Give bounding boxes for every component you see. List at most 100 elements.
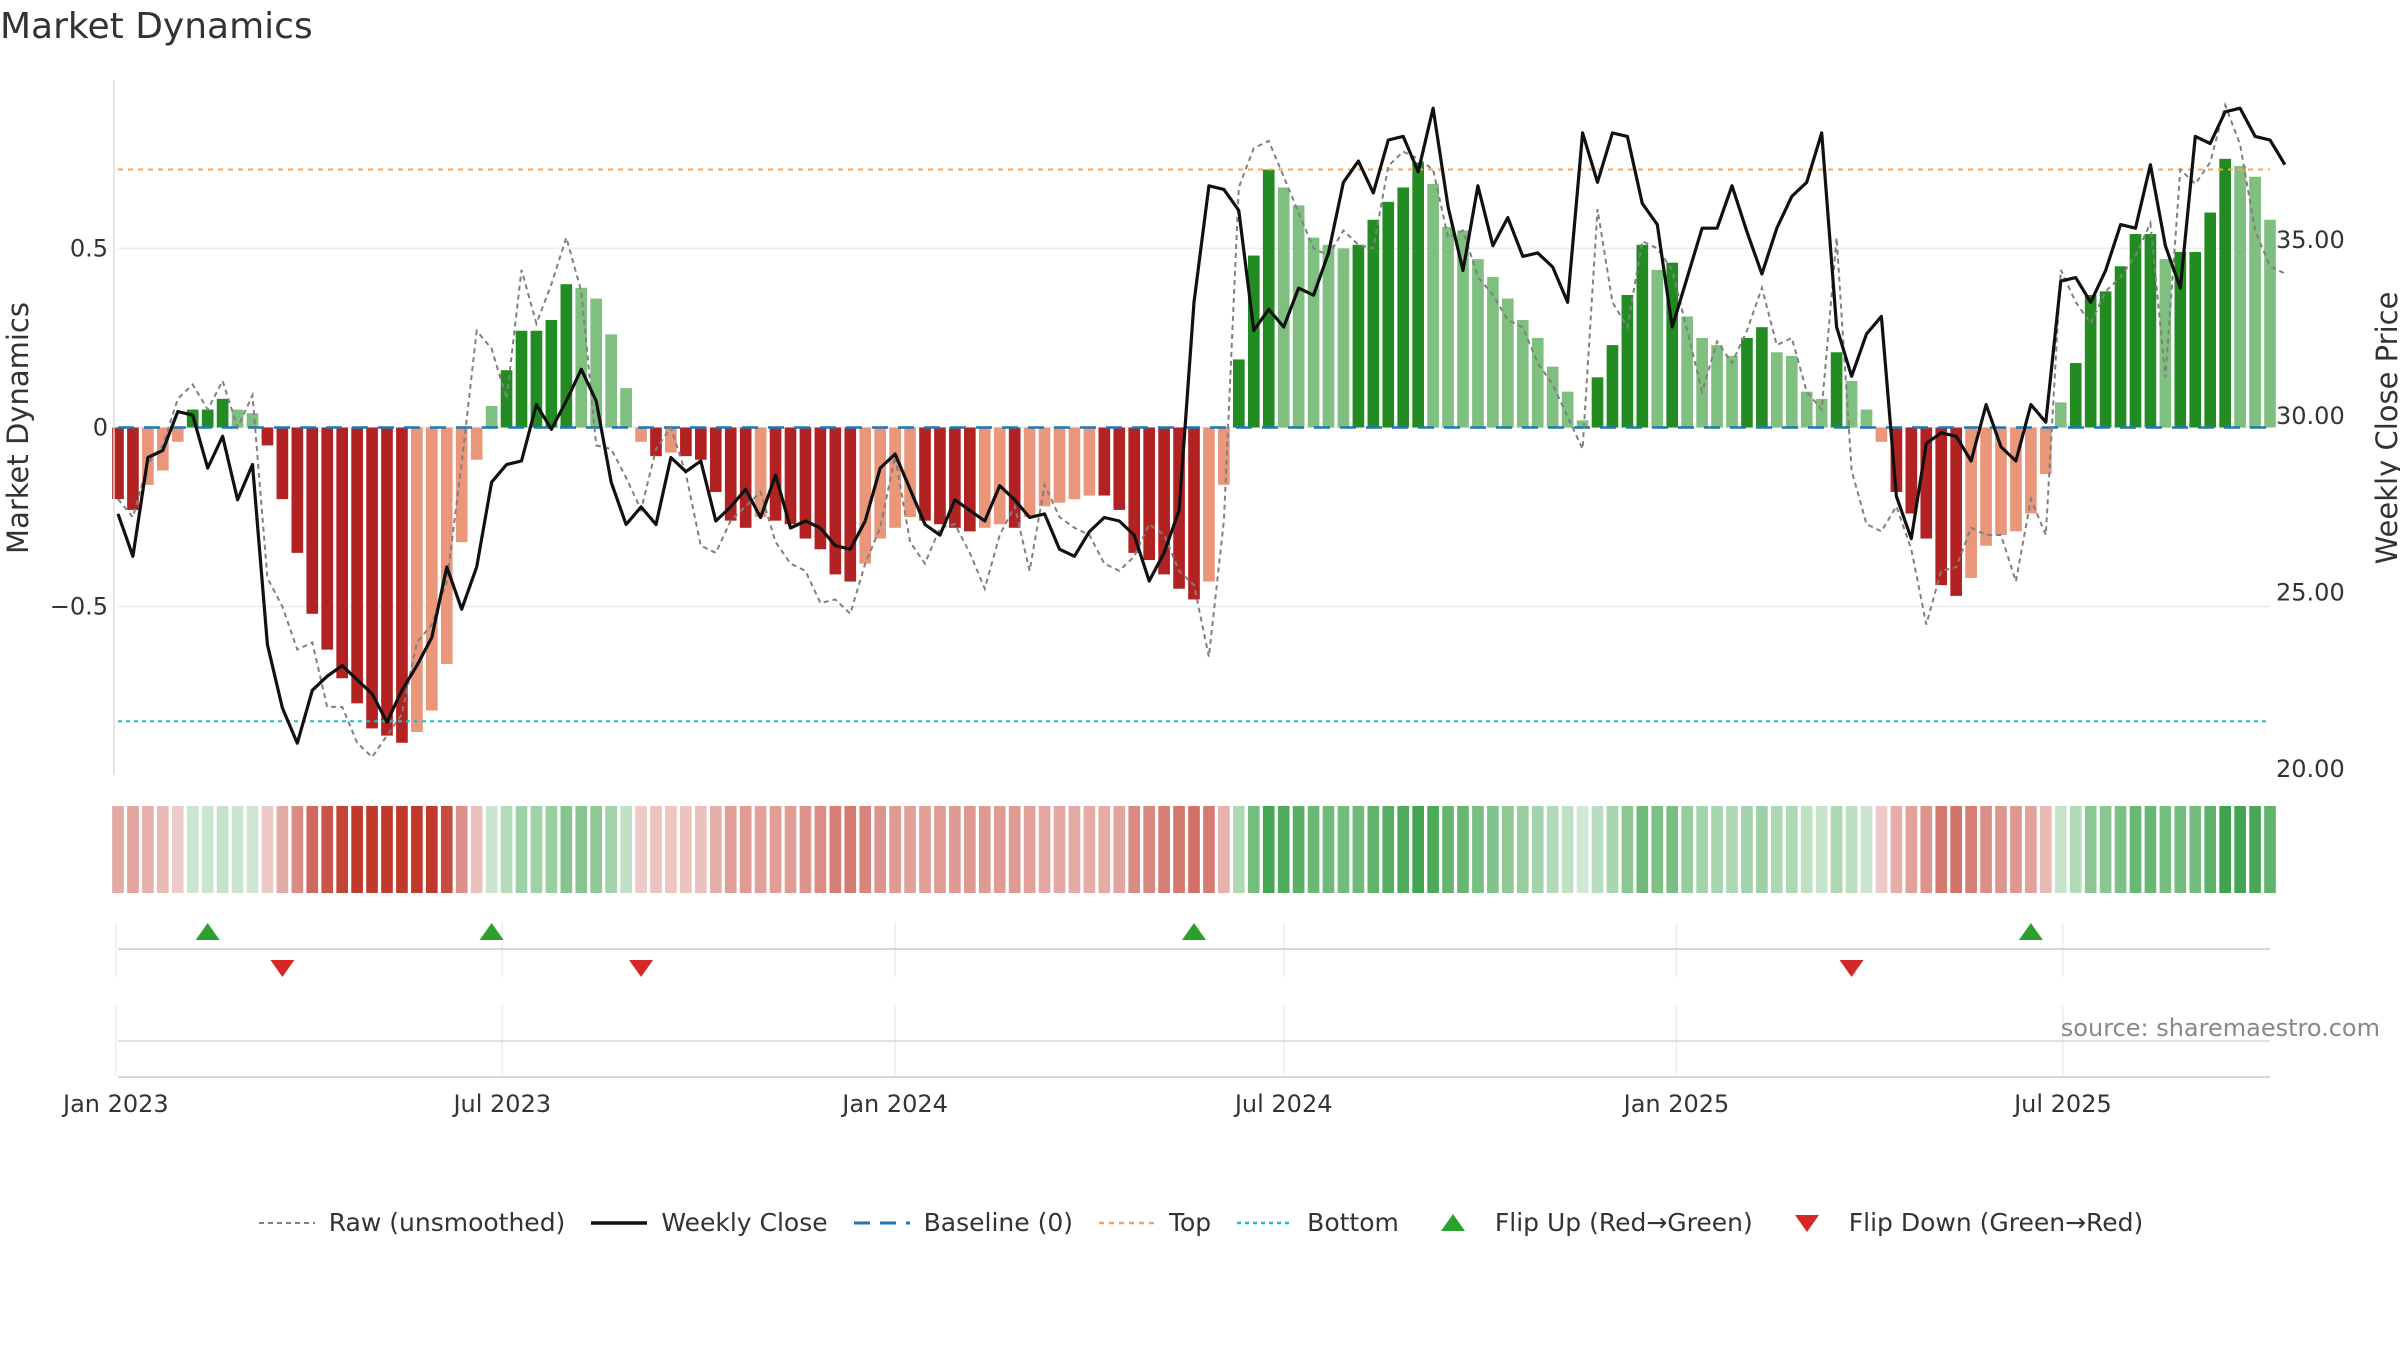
strip-cell <box>620 806 632 893</box>
strip-cell <box>1756 806 1768 893</box>
bar <box>844 427 857 582</box>
bar <box>1636 244 1649 428</box>
bar <box>1113 427 1126 510</box>
strip-cell <box>695 806 707 893</box>
source-note: source: sharemaestro.com <box>2060 1014 2380 1042</box>
bar <box>754 427 767 518</box>
legend-label: Raw (unsmoothed) <box>328 1208 566 1237</box>
bar <box>1935 427 1948 586</box>
bar <box>545 320 558 428</box>
strip-cell <box>1427 806 1439 893</box>
bar <box>2129 234 2142 428</box>
bar <box>635 427 647 442</box>
strip-cell <box>1830 806 1843 893</box>
strip-cell <box>665 806 677 893</box>
bar <box>934 427 946 525</box>
bar <box>874 427 886 539</box>
bar <box>859 427 872 564</box>
strip-cell <box>724 806 737 893</box>
bar <box>1741 337 1753 428</box>
strip-cell <box>366 806 378 893</box>
bar <box>276 427 289 500</box>
strip-cell <box>1860 806 1873 893</box>
bar <box>1083 427 1096 496</box>
bar <box>1905 427 1918 514</box>
bar <box>1023 427 1036 518</box>
bar <box>1292 205 1305 428</box>
x-tick-label: Jul 2023 <box>451 1090 551 1118</box>
strip-cell <box>2234 806 2246 893</box>
strip-cell <box>739 806 752 893</box>
bar <box>1860 409 1873 428</box>
strip-cell <box>1218 806 1230 893</box>
strip-cell <box>635 806 647 893</box>
legend-swatch <box>1237 1221 1294 1224</box>
strip-cell <box>381 806 393 893</box>
strip-cell <box>336 806 348 893</box>
strip-cell <box>291 806 304 893</box>
bar <box>321 427 334 650</box>
bar <box>2069 363 2082 428</box>
bar <box>1576 420 1589 428</box>
legend-swatch <box>1794 1214 1819 1232</box>
bar <box>1203 427 1215 582</box>
strip-cell <box>1128 806 1141 893</box>
raw-series-line <box>117 101 2286 759</box>
strip-cell <box>709 806 722 893</box>
bar <box>949 427 961 528</box>
flip-down-marker <box>1839 960 1864 977</box>
strip-cell <box>829 806 842 893</box>
chart-title: Market Dynamics <box>0 6 313 47</box>
strip-cell <box>127 806 139 893</box>
flip-up-marker <box>195 923 220 940</box>
bar <box>2084 294 2097 428</box>
strip-cell <box>560 806 573 893</box>
strip-cell <box>1905 806 1918 893</box>
flip-up-marker <box>479 923 504 940</box>
bar <box>1188 427 1200 600</box>
bar <box>1845 380 1858 428</box>
strip-cell <box>904 806 916 893</box>
strip-cell <box>1068 806 1081 893</box>
strip-cell <box>1008 806 1021 893</box>
bar <box>1068 427 1081 500</box>
y2-tick-label: 20.00 <box>2276 755 2345 783</box>
bar <box>2189 251 2202 428</box>
strip-cell <box>1741 806 1753 893</box>
bar <box>2054 402 2067 428</box>
strip-cell <box>2249 806 2261 893</box>
strip-cell <box>1815 806 1828 893</box>
bar <box>2144 234 2157 428</box>
bar <box>1457 230 1469 428</box>
x-tick-label: Jul 2024 <box>1233 1090 1333 1118</box>
bar <box>426 427 438 711</box>
bar <box>2159 259 2172 428</box>
bar <box>1038 427 1051 507</box>
legend: Raw (unsmoothed) Weekly Close Baseline (0)… <box>0 1208 2400 1237</box>
bar <box>1920 427 1933 539</box>
bar <box>709 427 722 492</box>
legend-label: Baseline (0) <box>923 1208 1073 1237</box>
bar <box>1696 337 1708 428</box>
bar <box>1158 427 1170 575</box>
strip-cell <box>1262 806 1275 893</box>
bar <box>112 427 124 500</box>
strip-cell <box>157 806 169 893</box>
bar <box>1218 427 1230 485</box>
strip-cell <box>276 806 289 893</box>
bar <box>1367 219 1380 428</box>
bar <box>575 287 588 428</box>
strip-cell <box>2219 806 2231 893</box>
bar <box>1412 162 1424 428</box>
axes-layer: 0.5 0 −0.5 35.00 30.00 25.00 20.00 <box>50 80 2345 783</box>
bar <box>291 427 304 553</box>
bar <box>1980 427 1992 546</box>
strip-cell <box>485 806 498 893</box>
bar <box>1591 377 1604 428</box>
strip-cell <box>261 806 274 893</box>
strip-cell <box>2189 806 2202 893</box>
strip-cell <box>112 806 124 893</box>
strip-cell <box>1113 806 1126 893</box>
legend-item: Top <box>1097 1208 1211 1237</box>
bar <box>2025 427 2037 514</box>
